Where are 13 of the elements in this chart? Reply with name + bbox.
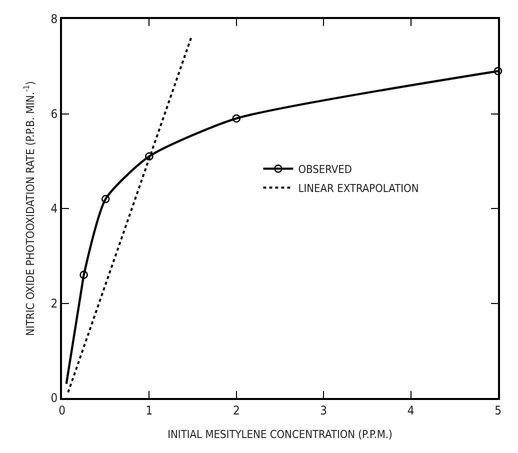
x-tick-label: 3 [320,403,328,418]
y-tick-label: 4 [50,202,58,216]
x-tick-label: 1 [146,403,153,418]
x-axis-title: INITIAL MESITYLENE CONCENTRATION (P.P.M.) [168,428,393,442]
legend-label: OBSERVED [298,162,352,176]
y-tick-label: 6 [50,106,58,121]
legend-label: LINEAR EXTRAPOLATION [298,182,419,195]
x-tick-label: 4 [407,403,414,418]
y-tick-label: 0 [50,391,58,406]
y-tick-label: 2 [50,296,58,310]
x-tick-label: 2 [232,403,240,418]
x-tick-label: 5 [494,403,502,418]
y-tick-label: 8 [50,12,58,26]
